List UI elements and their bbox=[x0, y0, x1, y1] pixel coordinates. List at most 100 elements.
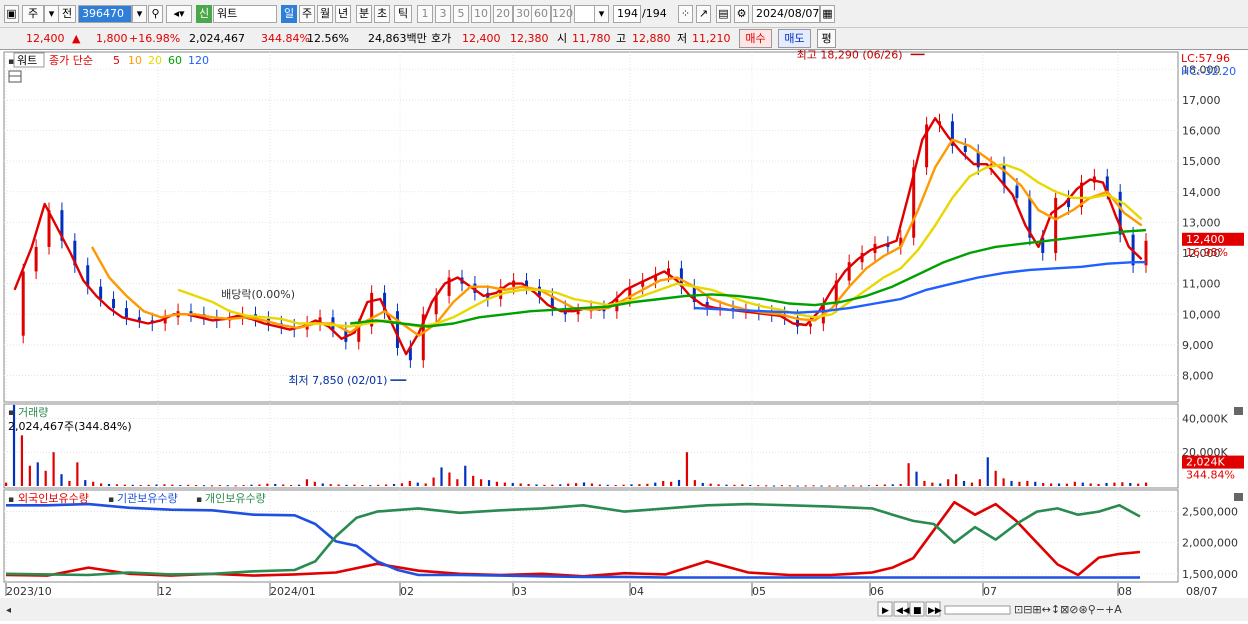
volume-bar bbox=[1065, 483, 1069, 486]
pattern-icon[interactable]: ⁘ bbox=[678, 5, 693, 23]
volume-bar bbox=[68, 480, 71, 486]
num-10[interactable]: 10 bbox=[471, 5, 491, 23]
volume-bar bbox=[76, 462, 79, 486]
code-input[interactable]: 396470 bbox=[78, 5, 132, 23]
volume-bar bbox=[986, 457, 989, 486]
volume-bar bbox=[202, 485, 206, 487]
volume-bar bbox=[448, 472, 451, 486]
volume-bar bbox=[400, 483, 404, 486]
holdings-line-1 bbox=[6, 502, 1140, 579]
forward-button[interactable] bbox=[925, 601, 941, 617]
num-120[interactable]: 120 bbox=[551, 5, 573, 23]
sell-button[interactable]: 매도 bbox=[778, 29, 811, 48]
volume-bar bbox=[899, 483, 902, 486]
date-input[interactable]: 2024/08/07 bbox=[752, 5, 820, 23]
volume-panel-close-icon[interactable] bbox=[1234, 407, 1243, 415]
interval-day[interactable]: 일 bbox=[281, 5, 297, 23]
period-dropdown-icon[interactable]: ▾ bbox=[44, 5, 59, 23]
volume-bar bbox=[1050, 483, 1053, 486]
num-5[interactable]: 5 bbox=[453, 5, 469, 23]
volume-bar bbox=[1121, 482, 1124, 486]
candle-body bbox=[654, 274, 658, 281]
stop-button[interactable] bbox=[909, 601, 925, 617]
volume-bar bbox=[408, 480, 411, 486]
prev-button[interactable]: 전 bbox=[58, 5, 76, 23]
volume-panel-frame bbox=[3, 403, 1179, 489]
candle-body bbox=[99, 286, 103, 299]
price-tick-label: 16,000 bbox=[1182, 125, 1221, 138]
count-input[interactable]: 194 bbox=[613, 5, 641, 23]
volume-bar bbox=[614, 484, 617, 486]
rewind-button[interactable] bbox=[893, 601, 909, 617]
interval-week[interactable]: 주 bbox=[299, 5, 315, 23]
calendar-icon[interactable]: ▦ bbox=[820, 5, 835, 23]
num-30[interactable]: 30 bbox=[513, 5, 533, 23]
high-annotation: 최고 18,290 (06/26) bbox=[797, 50, 903, 61]
volume-bar bbox=[60, 474, 63, 486]
window-icon[interactable]: ▣ bbox=[4, 5, 19, 23]
eval-button[interactable]: 평 bbox=[817, 29, 836, 48]
save-icon[interactable]: ▤ bbox=[716, 5, 731, 23]
volume-bar bbox=[472, 475, 475, 486]
volume-bar bbox=[741, 484, 744, 486]
code-dropdown-icon[interactable]: ▾ bbox=[132, 5, 147, 23]
search-icon[interactable]: ⚲ bbox=[148, 5, 163, 23]
candle-body bbox=[408, 347, 412, 361]
volume-bar bbox=[947, 479, 950, 486]
volume-bar bbox=[456, 479, 459, 486]
volume-bar bbox=[796, 485, 799, 487]
gear-icon[interactable]: ⚙ bbox=[734, 5, 749, 23]
buy-button[interactable]: 매수 bbox=[739, 29, 772, 48]
speaker-icon[interactable]: ◂▾ bbox=[166, 5, 192, 23]
draw-icon[interactable]: ↗ bbox=[696, 5, 711, 23]
zoom-slider[interactable] bbox=[944, 605, 1011, 615]
play-button[interactable] bbox=[877, 601, 893, 617]
ma-legend-label: 종가 단순 bbox=[49, 54, 93, 67]
volume-bar bbox=[575, 483, 578, 486]
volume-bar bbox=[978, 479, 981, 486]
volume-bar bbox=[1010, 480, 1013, 486]
volume-bar bbox=[321, 483, 324, 486]
candle-body bbox=[963, 145, 967, 152]
zoom-tools-icon[interactable]: ⊡⊟⊞↔↕⊠⊘⊛⚲−+A bbox=[1014, 603, 1122, 616]
volume-bar bbox=[218, 484, 221, 486]
candle-body bbox=[421, 314, 425, 361]
volume-bar bbox=[733, 484, 736, 486]
candle-body bbox=[525, 280, 529, 287]
low-annotation: 최저 7,850 (02/01) bbox=[288, 374, 387, 387]
volume-bar bbox=[1097, 483, 1100, 486]
scroll-left-icon[interactable]: ◂ bbox=[6, 605, 11, 616]
volume-bar bbox=[582, 482, 586, 486]
num-3[interactable]: 3 bbox=[435, 5, 451, 23]
volume-bar bbox=[622, 484, 625, 486]
ma-legend-20: 20 bbox=[148, 54, 162, 67]
num-20[interactable]: 20 bbox=[493, 5, 513, 23]
interval-tick[interactable]: 틱 bbox=[394, 5, 412, 23]
interval-second[interactable]: 초 bbox=[374, 5, 390, 23]
price-tick-label: 15,000 bbox=[1182, 155, 1221, 168]
holdings-panel-close-icon[interactable] bbox=[1234, 493, 1243, 501]
volume-bar bbox=[860, 485, 863, 487]
num-60[interactable]: 60 bbox=[531, 5, 551, 23]
interval-year[interactable]: 년 bbox=[335, 5, 351, 23]
volume-bar bbox=[685, 452, 689, 486]
holdings-tick-label: 2,500,000 bbox=[1182, 506, 1238, 519]
volume-bar bbox=[1113, 482, 1116, 486]
volume-bar bbox=[345, 484, 348, 486]
volume-bar bbox=[480, 479, 483, 486]
blank-dropdown-icon[interactable]: ▾ bbox=[594, 5, 609, 23]
quote-volume: 2,024,467 bbox=[189, 32, 245, 45]
volume-bar bbox=[519, 483, 522, 486]
volume-bar bbox=[867, 485, 871, 487]
interval-month[interactable]: 월 bbox=[317, 5, 333, 23]
period-select[interactable]: 주 bbox=[22, 5, 44, 23]
volume-bar bbox=[677, 479, 681, 486]
candle-body bbox=[796, 317, 800, 327]
volume-bar bbox=[535, 484, 538, 486]
stock-name-field[interactable]: 워트 bbox=[213, 5, 277, 23]
ma-line-60 bbox=[350, 228, 1147, 328]
interval-minute[interactable]: 분 bbox=[356, 5, 372, 23]
num-1[interactable]: 1 bbox=[417, 5, 433, 23]
volume-bar bbox=[1018, 481, 1021, 486]
volume-current-label: 2,024K bbox=[1186, 456, 1225, 469]
